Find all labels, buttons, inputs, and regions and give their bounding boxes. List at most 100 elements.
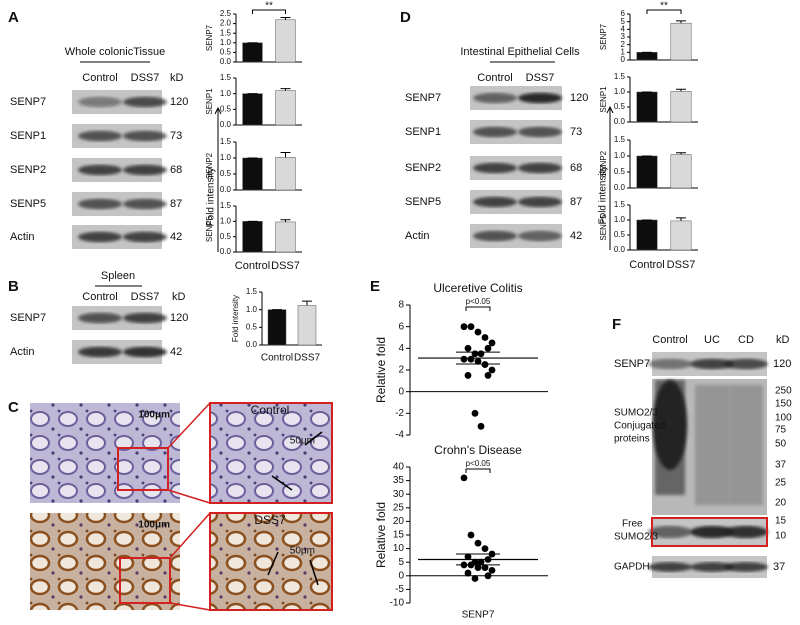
zoom-connector [167,489,211,504]
marker-label: 150 [775,399,792,410]
highlight-box [651,517,768,547]
lane-label: DSS7 [526,72,555,84]
blot-band [473,196,517,208]
blot-band [724,562,768,572]
bar [275,157,296,191]
error-bar [676,217,686,221]
error-bar [676,88,686,92]
lane-label: CD [738,334,754,346]
histology-zoom [209,402,333,504]
kd-header: kD [172,291,186,303]
y-tick-label: 0 [398,386,404,397]
lane-label: DSS7 [131,72,160,84]
x-tick-label: Control [629,259,664,271]
bar [267,309,287,346]
bar [636,52,658,61]
y-tick-label: 1.5 [246,287,258,296]
data-point [474,564,482,572]
kd-label: 120 [570,92,588,104]
blot-row-label: SENP1 [10,130,46,142]
data-point [477,558,485,566]
scale-label: 50μm [290,436,315,447]
kd-label: 120 [773,358,791,370]
zoom-box [117,447,169,491]
x-tick-label: DSS7 [271,260,300,272]
kd-label: 37 [773,561,785,573]
y-tick-label: 10 [393,543,405,554]
y-tick-label: 0.5 [246,322,258,331]
y-tick-label: 0.0 [246,340,258,349]
y-tick-label: 0.0 [614,245,626,254]
blot-band [473,230,517,242]
blot-row-label: proteins [614,434,650,445]
blot-row-label: Actin [405,230,429,242]
marker-label: 10 [775,531,787,542]
blot-band [78,130,122,142]
blot-row-label: SUMO2/3 [614,408,658,419]
blot-row-label: SENP7 [10,96,46,108]
plot-title: SENP2 [205,152,214,179]
data-point [474,328,482,336]
bar [242,157,263,191]
panel-letter: B [8,278,19,295]
blot-band [690,562,734,572]
blot-band [123,96,167,108]
blot-row-label: Conjugated [614,421,665,432]
y-tick-label: 0 [398,570,404,581]
blot-title: Whole colonicTissue [65,46,165,58]
y-tick-label: 0.0 [614,183,626,192]
y-tick-label: 1 [621,47,626,56]
plot-title: SENP5 [205,215,214,242]
y-tick-label: 0.0 [220,247,232,256]
blot-row-label: SENP1 [405,126,441,138]
blot-band [78,231,122,243]
blot-band [123,130,167,142]
data-point [481,564,489,572]
bar [275,90,296,126]
y-tick-label: 0.0 [614,117,626,126]
blot-row-label: SENP2 [10,164,46,176]
data-point [460,355,468,363]
y-tick-label: 6 [398,321,404,332]
smear [655,380,685,495]
axis-arrow [606,105,614,250]
y-tick-label: 2 [398,365,404,376]
blot-row-label: SENP2 [405,162,441,174]
lane-label: Control [652,334,687,346]
data-point [481,334,489,341]
blot-row-label: SENP7 [405,92,441,104]
bar [636,155,658,189]
blot-band [518,196,562,208]
data-point [460,323,468,331]
blot-band [648,358,692,370]
blot-title: Spleen [101,270,135,282]
panel-letter: E [370,278,380,295]
data-point [474,357,482,365]
blot-row-label: Actin [10,231,34,243]
plot-title: SENP7 [599,23,608,50]
smear [729,385,763,505]
bar [636,91,658,123]
blot-band [518,92,562,104]
y-tick-label: -4 [395,430,404,441]
kd-label: 73 [570,126,582,138]
blot-band [518,230,562,242]
panel-letter: F [612,316,621,333]
bar [242,221,263,253]
y-tick-label: 1.5 [220,137,232,146]
y-tick-label: 6 [621,9,626,18]
error-bar [280,219,291,222]
kd-label: 120 [170,96,188,108]
histology-image [30,513,180,610]
plot-title: Crohn's Disease [434,443,522,457]
scale-label: 50μm [290,546,315,557]
blot-band [123,164,167,176]
data-point [467,355,475,363]
y-tick-label: 1.5 [220,28,232,37]
blot-band [724,525,768,539]
zoom-box [119,557,171,604]
blot-band [518,162,562,174]
panel-letter: D [400,9,411,26]
bar [636,219,658,251]
